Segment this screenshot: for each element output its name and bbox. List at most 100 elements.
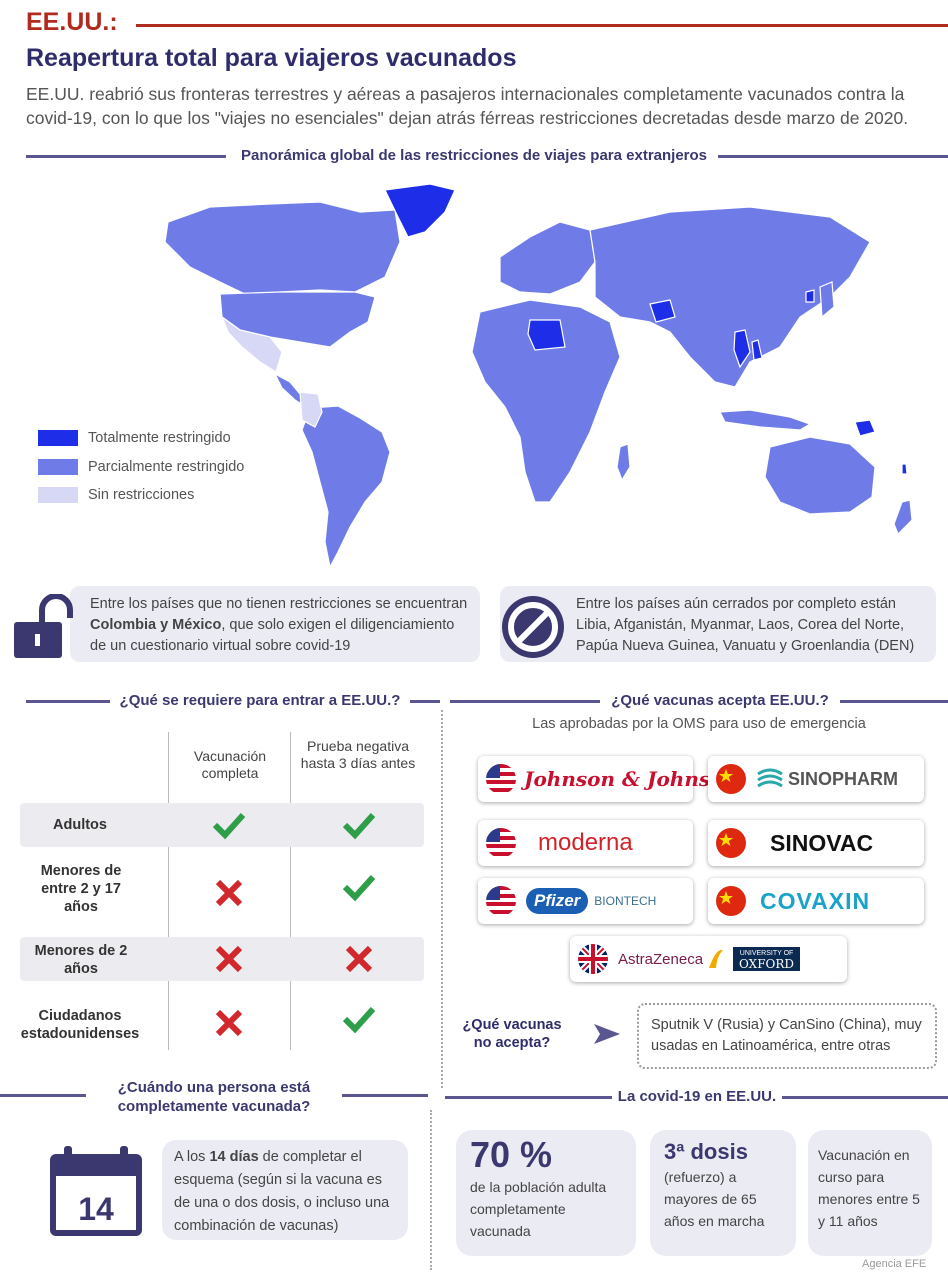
section-rule bbox=[782, 1096, 948, 1099]
brand-moderna: moderna bbox=[538, 829, 633, 856]
china-flag-icon bbox=[716, 886, 746, 916]
kicker: EE.UU.: bbox=[26, 8, 118, 36]
stat-value: 70 % bbox=[470, 1134, 553, 1175]
brand-johnson: Johnson & Johnson bbox=[524, 767, 739, 791]
north-korea bbox=[805, 289, 815, 303]
section-rule bbox=[718, 155, 948, 158]
laos bbox=[751, 339, 763, 361]
stat-text: (refuerzo) a mayores de 65 años en march… bbox=[664, 1169, 765, 1229]
when-box: A los 14 días de completar el esquema (s… bbox=[162, 1140, 408, 1240]
check-icon bbox=[342, 874, 376, 902]
greenland bbox=[384, 183, 456, 238]
africa bbox=[471, 299, 621, 503]
row-label-adults: Adultos bbox=[53, 817, 107, 833]
lede: EE.UU. reabrió sus fronteras terrestres … bbox=[26, 84, 909, 128]
section-rule bbox=[410, 700, 440, 703]
stat-vaccinated-adults: 70 % de la población adulta completament… bbox=[456, 1130, 636, 1256]
table-divider bbox=[168, 732, 169, 1050]
afghanistan bbox=[649, 299, 676, 323]
note-text: Entre los países que no tienen restricci… bbox=[90, 596, 468, 612]
covid-title: La covid-19 en EE.UU. bbox=[617, 1088, 777, 1105]
asia bbox=[589, 206, 871, 388]
logo-moderna: moderna bbox=[478, 820, 693, 866]
when-text: A los bbox=[174, 1149, 210, 1165]
not-accepted-question: ¿Qué vacunas no acepta? bbox=[462, 1017, 562, 1051]
logo-astrazeneca-oxford: AstraZeneca UNIVERSITY OF OXFORD bbox=[570, 936, 847, 982]
cross-icon bbox=[215, 945, 243, 973]
table-divider bbox=[290, 732, 291, 1050]
north-america-north bbox=[164, 201, 401, 295]
astrazeneca-mark-icon bbox=[709, 949, 724, 968]
column-divider bbox=[441, 710, 443, 1088]
section-rule bbox=[445, 1096, 612, 1099]
oxford-label: OXFORD bbox=[739, 957, 795, 971]
cross-icon bbox=[345, 945, 373, 973]
legend-item-partial: Parcialmente restringido bbox=[38, 459, 244, 475]
mexico bbox=[220, 315, 283, 373]
map-title: Panorámica global de las restricciones d… bbox=[240, 147, 708, 164]
check-icon bbox=[342, 1006, 376, 1034]
stat-text: de la población adulta completamente vac… bbox=[470, 1179, 607, 1239]
not-accepted-box: Sputnik V (Rusia) y CanSino (China), muy… bbox=[637, 1003, 937, 1069]
requirements-title: ¿Qué se requiere para entrar a EE.UU.? bbox=[119, 692, 401, 709]
japan bbox=[819, 281, 835, 319]
china-flag-icon bbox=[716, 828, 746, 858]
brand-biontech: BIONTECH bbox=[594, 894, 657, 908]
brand-pfizer: Pfizer bbox=[526, 888, 589, 914]
row-label-under-2: Menores de 2 años bbox=[34, 943, 128, 977]
kicker-rule bbox=[136, 24, 948, 27]
stat-third-dose: 3ª dosis (refuerzo) a mayores de 65 años… bbox=[650, 1130, 796, 1256]
madagascar bbox=[616, 443, 631, 482]
uk-flag-icon bbox=[578, 944, 608, 974]
column-header-test: Prueba negativa hasta 3 días antes bbox=[300, 738, 416, 771]
headline: Reapertura total para viajeros vacunados bbox=[26, 44, 517, 72]
new-zealand bbox=[893, 499, 913, 536]
brand-sinovac: SINOVAC bbox=[770, 829, 874, 856]
row-label-minors-2-17: Menores de entre 2 y 17 años bbox=[40, 863, 122, 915]
papua-new-guinea bbox=[854, 419, 876, 437]
when-title: ¿Cuándo una persona está completamente v… bbox=[117, 1079, 311, 1115]
china-flag-icon bbox=[716, 764, 746, 794]
logo-pfizer-biontech: Pfizer BIONTECH bbox=[478, 878, 693, 924]
section-rule bbox=[0, 1094, 86, 1097]
open-countries-note: Entre los países que no tienen restricci… bbox=[70, 586, 480, 662]
brand-sinopharm: SINOPHARM bbox=[788, 768, 899, 789]
australia bbox=[764, 436, 876, 515]
legend-swatch bbox=[38, 487, 78, 503]
table-row-bg bbox=[20, 803, 424, 847]
legend-label: Parcialmente restringido bbox=[88, 459, 245, 475]
legend-item-none: Sin restricciones bbox=[38, 487, 194, 503]
cross-icon bbox=[215, 1009, 243, 1037]
calendar-icon: 14 bbox=[50, 1146, 142, 1236]
column-header-vaccination: Vacunación completa bbox=[193, 748, 267, 781]
legend-label: Sin restricciones bbox=[88, 487, 195, 503]
cross-icon bbox=[215, 879, 243, 907]
libya bbox=[527, 319, 566, 351]
south-america bbox=[301, 405, 391, 569]
logo-sinopharm: SINOPHARM bbox=[708, 756, 924, 802]
note-text: , que solo exigen el diligenciamiento de… bbox=[90, 617, 455, 654]
section-rule bbox=[840, 700, 948, 703]
world-map bbox=[164, 183, 913, 569]
logo-johnson-and-johnson: Johnson & Johnson bbox=[478, 756, 738, 802]
legend-label: Totalmente restringido bbox=[88, 430, 231, 446]
stat-children-vaccination: Vacunación en curso para menores entre 5… bbox=[808, 1130, 932, 1256]
section-rule bbox=[342, 1094, 428, 1097]
europe bbox=[499, 221, 596, 295]
vanuatu bbox=[901, 463, 908, 475]
section-rule bbox=[26, 700, 110, 703]
legend-swatch bbox=[38, 459, 78, 475]
myanmar bbox=[733, 329, 751, 369]
row-label-citizens: Ciudadanos estadounidenses bbox=[20, 1008, 140, 1042]
brand-oxford: UNIVERSITY OF OXFORD bbox=[733, 947, 801, 971]
colombia bbox=[299, 391, 323, 428]
prohibited-icon bbox=[502, 596, 564, 658]
stat-text: Vacunación en curso para menores entre 5… bbox=[818, 1147, 920, 1229]
brand-astrazeneca: AstraZeneca bbox=[618, 950, 704, 968]
section-rule bbox=[450, 700, 600, 703]
us-flag-icon bbox=[486, 828, 516, 858]
when-bold: 14 días bbox=[209, 1149, 259, 1165]
brand-covaxin: COVAXIN bbox=[760, 887, 871, 914]
stat-value: 3ª dosis bbox=[664, 1139, 748, 1164]
us-flag-icon bbox=[486, 886, 516, 916]
